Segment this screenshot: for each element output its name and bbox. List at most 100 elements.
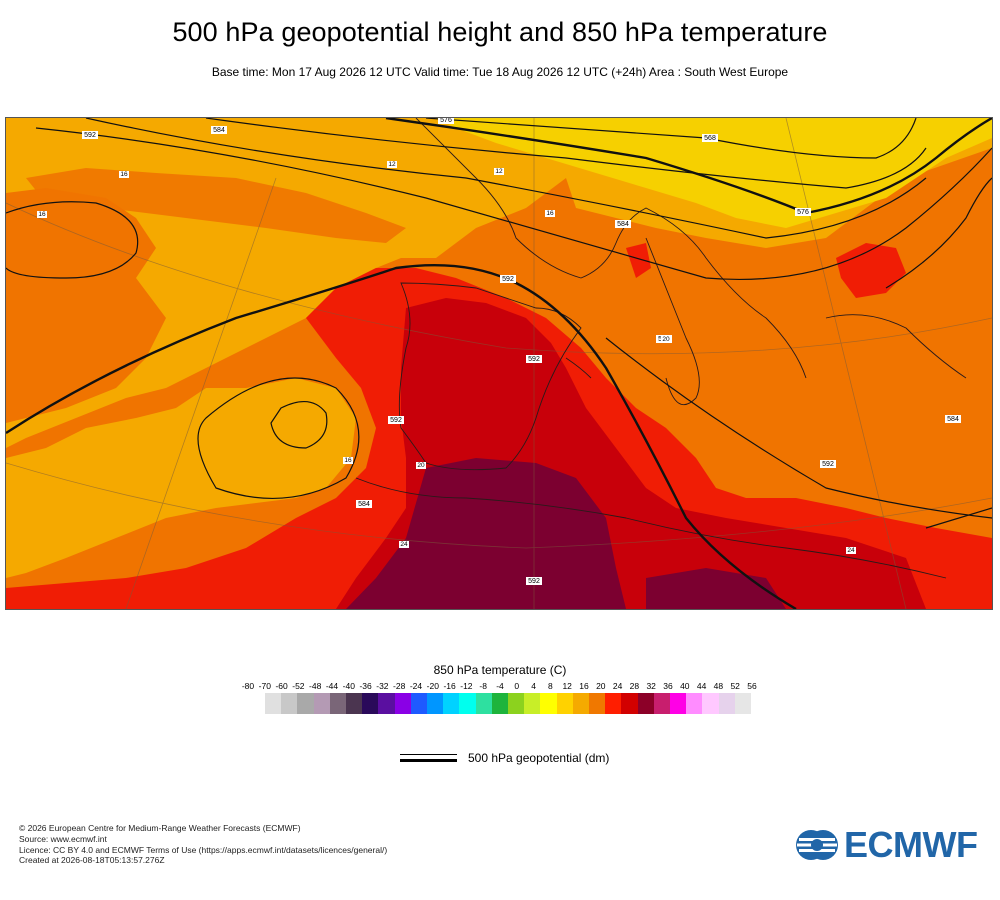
colorbar-swatch: [313, 693, 330, 714]
contour-label: 592: [528, 356, 540, 363]
graticule: [6, 118, 992, 609]
colorbar-tick-label: -20: [426, 681, 439, 691]
temp-field-32: [346, 458, 626, 609]
colorbar-swatch: [297, 693, 314, 714]
logo-text: ECMWF: [844, 824, 978, 865]
colorbar-tick-label: -44: [325, 681, 339, 691]
colorbar-swatch: [346, 693, 363, 714]
colorbar-swatch: [605, 693, 622, 714]
colorbar-tick-label: 32: [646, 681, 656, 691]
footer-line: Source: www.ecmwf.int: [19, 833, 107, 844]
colorbar-tick-label: -4: [496, 681, 504, 691]
colorbar-swatch: [378, 693, 395, 714]
colorbar-tick-label: 56: [747, 681, 757, 691]
coastlines: [355, 118, 967, 579]
colorbar-tick-label: 20: [596, 681, 606, 691]
colorbar-tick-label: -36: [359, 681, 372, 691]
colorbar-swatch: [653, 693, 671, 714]
colorbar-tick-label: -40: [342, 681, 355, 691]
colorbar-tick-label: -48: [309, 681, 322, 691]
map-canvas: 592 584 576 568 592 592 592 584 576 584 …: [6, 118, 992, 609]
temp-label: 20: [417, 462, 425, 469]
colorbar-tick-label: -80: [241, 681, 255, 691]
temp-label: 16: [120, 171, 128, 178]
contour-label: 576: [440, 118, 452, 124]
colorbar-tick-label: 24: [612, 681, 623, 691]
contour-label: 592: [84, 132, 96, 139]
footer-line: Licence: CC BY 4.0 and ECMWF Terms of Us…: [19, 844, 388, 855]
colorbar-swatch: [394, 693, 411, 714]
colorbar-tick-label: -52: [292, 681, 305, 691]
colorbar-tick-label: -8: [479, 681, 487, 691]
forecast-map: 592 584 576 568 592 592 592 584 576 584 …: [5, 117, 993, 610]
temperature-colorbar: [265, 693, 752, 714]
colorbar-swatch: [281, 693, 298, 714]
contour-legend: 500 hPa geopotential (dm): [400, 748, 609, 768]
contour-label: 584: [947, 416, 959, 423]
colorbar-tick-label: 40: [680, 681, 690, 691]
colorbar-swatch: [265, 693, 282, 714]
footer-credits: © 2026 European Centre for Medium-Range …: [19, 823, 387, 866]
temp-label-group: 12 16 16 12 16 16 20 24 20 24: [37, 161, 856, 554]
colorbar-swatch: [475, 693, 492, 714]
contour-label: 568: [704, 135, 716, 142]
contour-line-swatch: [400, 754, 457, 762]
colorbar-swatch: [491, 693, 509, 714]
colorbar-swatch: [443, 693, 460, 714]
ecmwf-logo-icon: [796, 830, 838, 860]
colorbar-swatch: [572, 693, 590, 714]
colorbar-tick-label: -32: [376, 681, 389, 691]
temp-field-20: [26, 168, 406, 243]
temp-label: 16: [344, 457, 352, 464]
colorbar-swatch: [427, 693, 444, 714]
colorbar-tick-label: 0: [514, 681, 520, 691]
contour-label: 592: [822, 461, 834, 468]
footer-line: Created at 2026-08-18T05:13:57.276Z: [19, 855, 165, 866]
contour-label: 592: [502, 276, 514, 283]
colorbar-tick-label: 4: [531, 681, 536, 691]
colorbar-tick-label: -24: [409, 681, 423, 691]
colorbar-tick-label: -28: [393, 681, 406, 691]
colorbar-tick-label: 36: [663, 681, 673, 691]
legend-tick-labels: -80 -70 -60 -52 -48 -44 -40 -36 -32 -28 -24 -20 -16-…: [240, 681, 760, 693]
temp-label: 24: [400, 541, 408, 548]
temp-field-16: [6, 378, 356, 578]
contour-label: 584: [358, 501, 370, 508]
colorbar-swatch: [524, 693, 541, 714]
contour-label: 584: [213, 127, 225, 134]
colorbar-tick-label: -16: [443, 681, 456, 691]
colorbar-tick-label: 16: [579, 681, 589, 691]
colorbar-swatch: [621, 693, 638, 714]
colorbar-swatch: [540, 693, 557, 714]
colorbar-swatch: [637, 693, 654, 714]
temp-label: 16: [546, 210, 554, 217]
contour-legend-label: 500 hPa geopotential (dm): [468, 751, 610, 765]
colorbar-swatch: [556, 693, 573, 714]
colorbar-swatch: [686, 693, 703, 714]
colorbar-swatch: [362, 693, 379, 714]
colorbar-tick-label: 8: [548, 681, 553, 691]
map-title: 500 hPa geopotential height and 850 hPa …: [172, 17, 828, 47]
colorbar-tick-label: 48: [713, 681, 724, 691]
temp-field-24: [626, 243, 651, 278]
legend-title: 850 hPa temperature (C): [433, 663, 567, 677]
colorbar-tick-label: 52: [730, 681, 740, 691]
temp-field-20: [6, 188, 166, 423]
ecmwf-logo: ECMWF: [795, 824, 978, 865]
contour-label: 592: [390, 417, 402, 424]
footer-line: © 2026 European Centre for Medium-Range …: [19, 823, 301, 833]
colorbar-tick-label: 12: [562, 681, 572, 691]
map-subtitle: Base time: Mon 17 Aug 2026 12 UTC Valid …: [211, 65, 789, 79]
colorbar-swatch: [718, 693, 735, 714]
colorbar-swatch: [670, 693, 687, 714]
colorbar-swatch: [589, 693, 606, 714]
colorbar-tick-label: 28: [629, 681, 640, 691]
colorbar-swatch: [508, 693, 525, 714]
colorbar-tick-label: -12: [460, 681, 473, 691]
colorbar-swatch: [459, 693, 476, 714]
contour-label: 592: [528, 578, 540, 585]
temp-label: 12: [495, 168, 503, 175]
colorbar-tick-label: -70: [258, 681, 271, 691]
colorbar-tick-label: 44: [696, 681, 707, 691]
contour-label: 584: [617, 221, 629, 228]
